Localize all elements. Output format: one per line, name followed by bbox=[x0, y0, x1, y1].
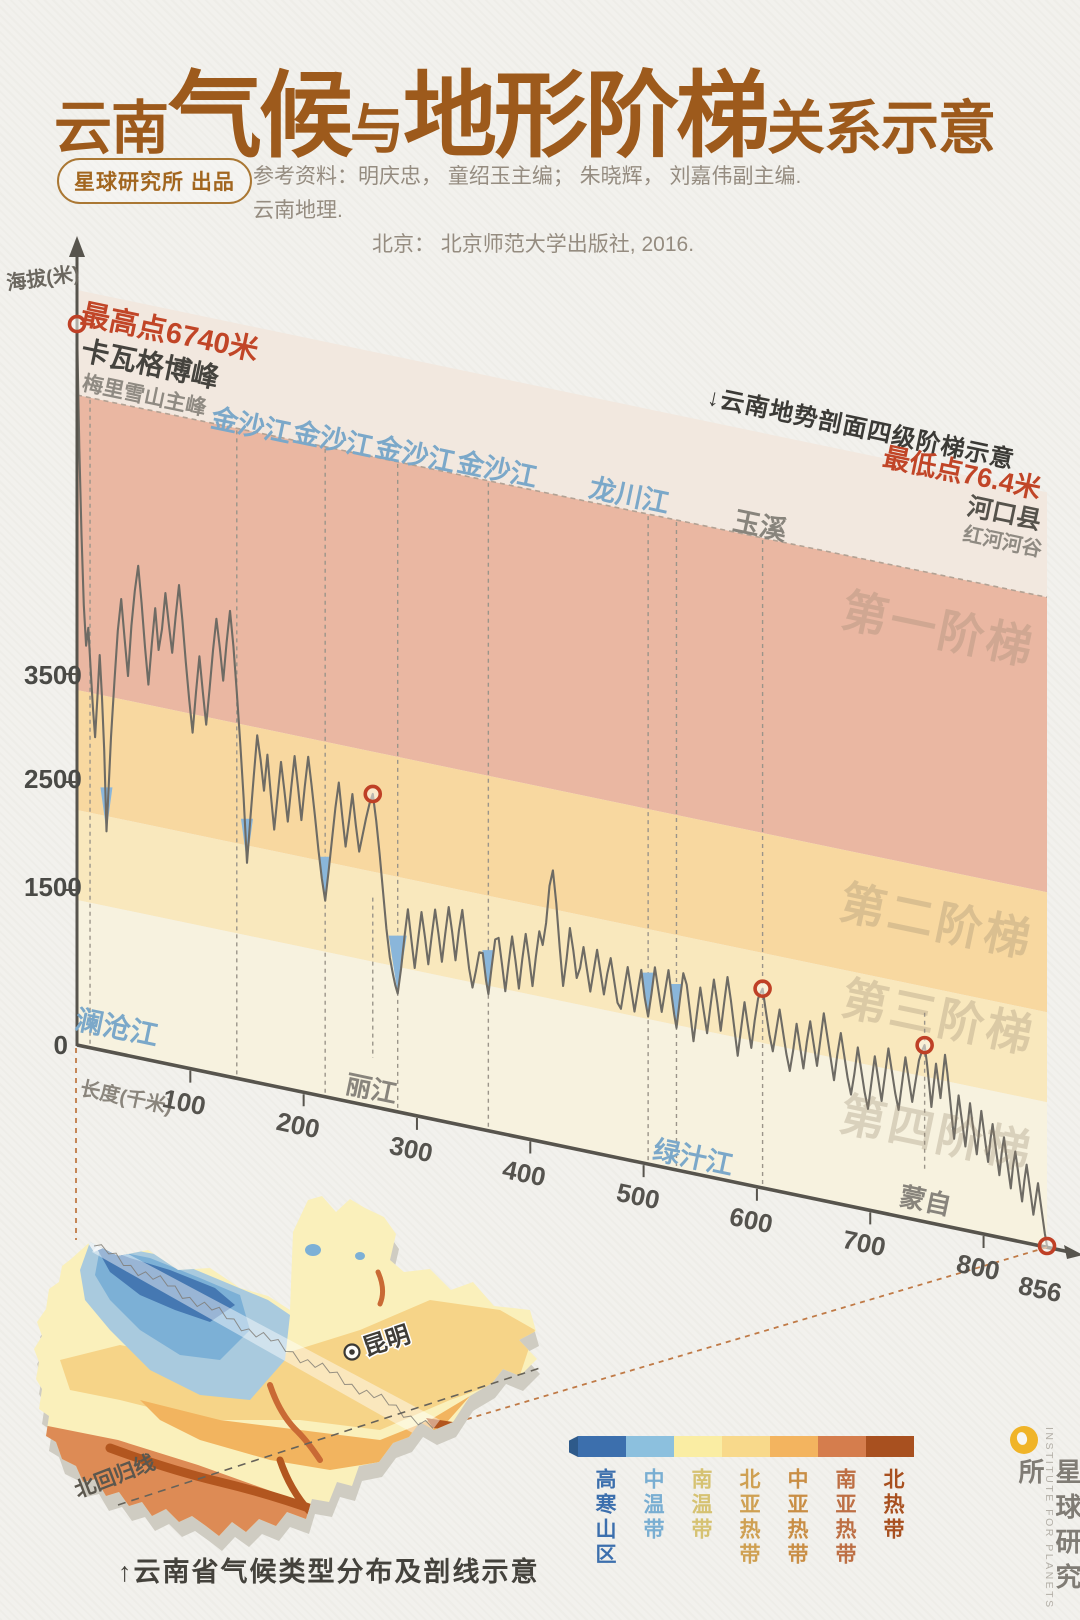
legend-zone-label: 中温带 bbox=[641, 1468, 664, 1543]
step-boundary-marker bbox=[1037, 1236, 1057, 1256]
reference-line-1: 参考资料：明庆忠， 童绍玉主编； 朱晓辉， 刘嘉伟副主编. 云南地理. bbox=[253, 165, 802, 222]
band-step-2 bbox=[77, 690, 1047, 1013]
title-part-emphasis: 地形阶梯 bbox=[403, 63, 770, 168]
legend-swatch bbox=[770, 1436, 818, 1457]
reference-line-2: 北京： 北京师范大学出版社, 2016. bbox=[371, 233, 695, 256]
lake-spot bbox=[355, 1252, 365, 1260]
page-title: 云南气候与地形阶梯关系示意 bbox=[54, 40, 996, 176]
connector-dashed-line-east bbox=[436, 1246, 1048, 1429]
band-step-4 bbox=[77, 900, 1047, 1248]
title-part: 云南 bbox=[54, 96, 169, 161]
y-axis-arrow-icon bbox=[69, 236, 85, 257]
legend-zone-label: 高寒山区 bbox=[593, 1468, 616, 1568]
step-boundary-marker bbox=[363, 784, 383, 804]
zone-north-tropical-river bbox=[105, 1443, 325, 1517]
band-step-3 bbox=[77, 810, 1047, 1103]
legend-zone-label: 北亚热带 bbox=[737, 1468, 760, 1568]
title-part-emphasis: 气候 bbox=[168, 63, 353, 168]
x-axis-line bbox=[76, 1043, 1073, 1255]
profile-band-overlay bbox=[92, 1240, 440, 1440]
legend-swatch bbox=[626, 1436, 674, 1457]
tropic-of-cancer-line bbox=[117, 1367, 541, 1506]
step-boundary-marker bbox=[753, 979, 772, 998]
y-tick-label: 2500 bbox=[24, 764, 82, 794]
legend-swatch bbox=[866, 1436, 914, 1457]
zone-north-tropical-river bbox=[276, 1456, 314, 1516]
title-part: 关系示意 bbox=[767, 96, 996, 161]
publisher-badge: 星球研究所 出品 bbox=[57, 158, 252, 204]
profile-trace-line bbox=[93, 1244, 434, 1429]
logo-name-en: INSTITUTE FOR PLANETS bbox=[1043, 1427, 1055, 1610]
red-river-valley bbox=[375, 1269, 386, 1307]
legend-swatch bbox=[578, 1436, 626, 1457]
legend-swatch bbox=[722, 1436, 770, 1457]
kunming-marker-icon bbox=[343, 1343, 361, 1361]
x-axis-arrow-icon bbox=[1064, 1245, 1080, 1259]
river-gorge-fill bbox=[642, 972, 655, 1017]
lake-spot bbox=[305, 1244, 321, 1256]
y-tick-label: 1500 bbox=[24, 872, 82, 902]
y-tick-label: 0 bbox=[53, 1030, 68, 1060]
zone-alpine bbox=[95, 1245, 235, 1322]
step-boundary-marker bbox=[67, 314, 87, 334]
logo-name-cn: 星球研究所 bbox=[1015, 1458, 1080, 1598]
zone-north-subtropical bbox=[60, 1300, 535, 1430]
reference-text: 参考资料：明庆忠， 童绍玉主编； 朱晓辉， 刘嘉伟副主编. 云南地理. 北京： … bbox=[253, 160, 813, 262]
legend-bar-bevel bbox=[569, 1436, 578, 1457]
legend-zone-label: 中亚热带 bbox=[785, 1468, 808, 1568]
band-label-strip bbox=[77, 290, 1047, 598]
legend-zone-label: 南亚热带 bbox=[833, 1468, 856, 1568]
y-tick-label: 3500 bbox=[24, 660, 82, 690]
band-step-1 bbox=[77, 395, 1047, 893]
step-boundary-marker bbox=[915, 1035, 934, 1055]
legend-zone-label: 北热带 bbox=[881, 1468, 904, 1543]
title-part: 与 bbox=[350, 100, 404, 160]
legend-zone-label: 南温带 bbox=[689, 1468, 712, 1543]
map-caption: ↑云南省气候类型分布及剖线示意 bbox=[118, 1557, 540, 1587]
strip-boundary-dashed-line bbox=[76, 394, 1048, 599]
legend-swatch bbox=[674, 1436, 722, 1457]
red-river-valley bbox=[267, 1382, 323, 1463]
legend-swatch bbox=[818, 1436, 866, 1457]
terrain-profile-line bbox=[75, 324, 1049, 1247]
